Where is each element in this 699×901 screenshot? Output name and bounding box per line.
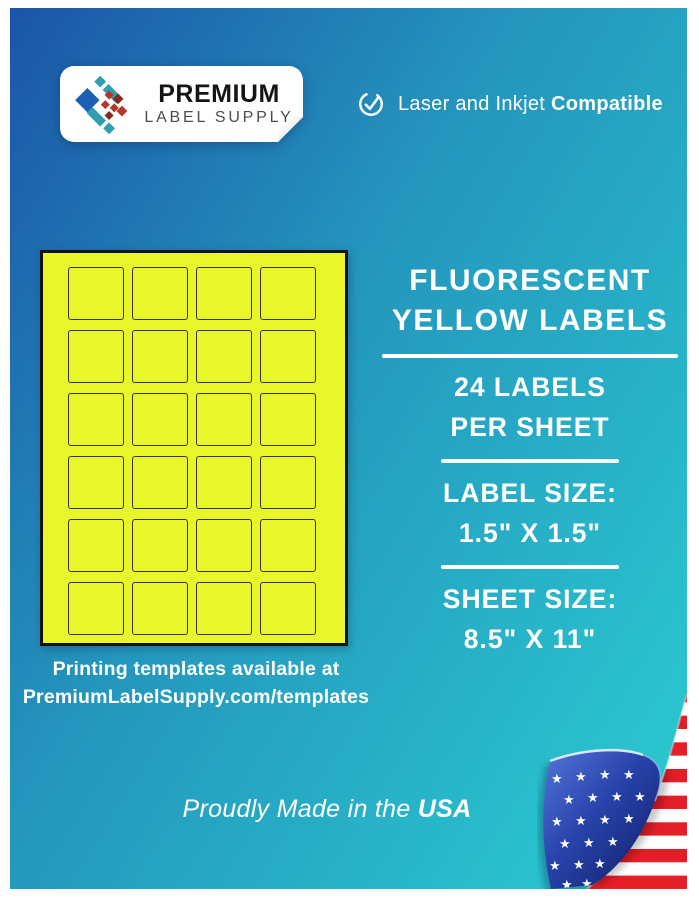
svg-text:★: ★ xyxy=(563,793,575,808)
label-square xyxy=(68,519,124,572)
label-square xyxy=(68,330,124,383)
compatibility-text-regular: Laser and Inkjet xyxy=(398,92,546,115)
svg-text:★: ★ xyxy=(623,768,635,783)
svg-text:★: ★ xyxy=(559,837,571,852)
spec-line: SHEET SIZE: xyxy=(442,584,618,614)
compatibility-text: Laser and Inkjet Compatible xyxy=(398,93,663,116)
label-square xyxy=(196,582,252,635)
label-square xyxy=(132,456,188,509)
spec-labels-per-sheet: 24 LABELS PER SHEET xyxy=(373,367,687,447)
poster-background: PREMIUM LABEL SUPPLY Laser and Inkjet Co… xyxy=(10,8,687,889)
svg-text:★: ★ xyxy=(549,859,561,874)
svg-text:★: ★ xyxy=(587,791,599,806)
divider xyxy=(441,459,619,463)
product-title-line1: FLUORESCENT xyxy=(409,264,651,297)
brand-name-primary: PREMIUM xyxy=(158,80,280,108)
label-square xyxy=(260,330,316,383)
made-in-bold: USA xyxy=(417,795,472,823)
svg-text:★: ★ xyxy=(634,790,646,805)
label-square xyxy=(132,330,188,383)
check-circle-icon xyxy=(359,92,383,116)
spec-line: 8.5" X 11" xyxy=(463,624,597,654)
spec-line: PER SHEET xyxy=(450,412,610,442)
usa-flag-page-curl-icon: ★ ★ ★ ★ ★ ★ ★ ★ ★ ★ ★ ★ ★ ★ ★ ★ ★ ★ ★ ★ xyxy=(538,693,687,889)
flag-stars: ★ ★ ★ ★ ★ ★ ★ ★ ★ ★ ★ ★ ★ ★ ★ ★ ★ ★ ★ ★ xyxy=(549,768,646,889)
label-square xyxy=(68,456,124,509)
templates-note-url: PremiumLabelSupply.com/templates xyxy=(22,686,370,708)
label-square xyxy=(132,582,188,635)
label-square xyxy=(196,267,252,320)
label-square xyxy=(196,456,252,509)
svg-text:★: ★ xyxy=(599,813,611,828)
divider xyxy=(441,565,619,569)
svg-text:★: ★ xyxy=(607,835,619,850)
label-square xyxy=(68,582,124,635)
compatibility-text-bold: Compatible xyxy=(550,92,663,115)
spec-line: LABEL SIZE: xyxy=(443,478,617,508)
spec-line: 1.5" X 1.5" xyxy=(458,518,602,548)
label-square xyxy=(260,519,316,572)
compatibility-badge: Laser and Inkjet Compatible xyxy=(357,90,663,118)
label-square xyxy=(68,267,124,320)
brand-name: PREMIUM LABEL SUPPLY xyxy=(142,81,296,127)
brand-name-secondary: LABEL SUPPLY xyxy=(144,109,294,126)
label-square xyxy=(260,267,316,320)
svg-text:★: ★ xyxy=(551,772,563,787)
label-square xyxy=(68,393,124,446)
brand-logo-card: PREMIUM LABEL SUPPLY xyxy=(60,66,303,142)
label-square xyxy=(196,330,252,383)
label-square xyxy=(132,267,188,320)
spec-line: 24 LABELS xyxy=(454,372,606,402)
label-square xyxy=(132,393,188,446)
label-sheet-grid xyxy=(68,267,345,635)
label-square xyxy=(132,519,188,572)
svg-text:★: ★ xyxy=(581,877,593,889)
templates-note: Printing templates available at PremiumL… xyxy=(10,655,382,711)
product-title: FLUORESCENT YELLOW LABELS xyxy=(373,261,687,341)
svg-text:★: ★ xyxy=(611,790,623,805)
svg-text:★: ★ xyxy=(583,836,595,851)
svg-text:★: ★ xyxy=(623,812,635,827)
product-title-line2: YELLOW LABELS xyxy=(391,304,669,337)
diamond-logo-icon xyxy=(75,75,128,135)
svg-text:★: ★ xyxy=(551,815,563,830)
label-sheet-preview xyxy=(40,250,348,646)
label-square xyxy=(260,582,316,635)
svg-text:★: ★ xyxy=(575,770,587,785)
spec-sheet-size: SHEET SIZE: 8.5" X 11" xyxy=(373,579,687,659)
label-square xyxy=(260,393,316,446)
made-in-regular: Proudly Made in the xyxy=(182,795,411,823)
divider xyxy=(382,354,678,358)
svg-text:★: ★ xyxy=(573,858,585,873)
svg-text:★: ★ xyxy=(594,857,606,872)
svg-text:★: ★ xyxy=(561,878,573,889)
product-info-column: FLUORESCENT YELLOW LABELS 24 LABELS PER … xyxy=(373,261,687,659)
spec-label-size: LABEL SIZE: 1.5" X 1.5" xyxy=(373,473,687,553)
label-square xyxy=(196,393,252,446)
svg-text:★: ★ xyxy=(599,768,611,783)
label-square xyxy=(260,456,316,509)
templates-note-line1: Printing templates available at xyxy=(52,658,340,680)
svg-text:★: ★ xyxy=(575,814,587,829)
label-square xyxy=(196,519,252,572)
made-in-usa-text: Proudly Made in the USA xyxy=(47,795,607,824)
